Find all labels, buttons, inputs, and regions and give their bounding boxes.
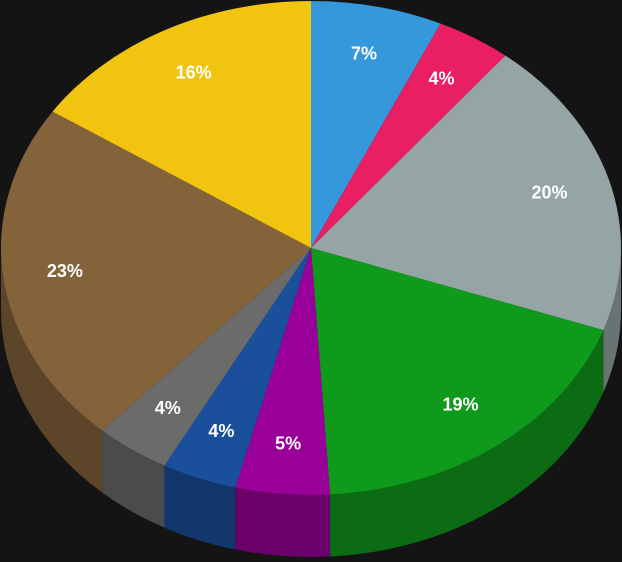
slice-side — [603, 248, 621, 393]
slice-label: 7% — [351, 44, 377, 64]
slice-side — [235, 487, 331, 557]
slice-label: 4% — [208, 421, 234, 441]
slice-label: 23% — [47, 261, 83, 281]
slice — [311, 55, 621, 331]
slice-side — [102, 430, 165, 528]
slice-label: 4% — [155, 398, 181, 418]
slice-side — [330, 330, 604, 557]
slice — [311, 1, 441, 248]
slice — [52, 1, 312, 248]
slice-label: 20% — [532, 183, 568, 203]
slice-side — [164, 465, 236, 550]
slice-label: 4% — [429, 69, 455, 89]
slice-side — [1, 248, 103, 493]
slice-label: 5% — [275, 434, 301, 454]
slice — [311, 23, 506, 249]
slice — [164, 248, 311, 488]
slice-label: 19% — [442, 394, 478, 414]
slice — [311, 248, 604, 495]
slice — [0, 111, 312, 431]
slice — [235, 248, 331, 495]
slice — [102, 248, 311, 466]
slice-label: 16% — [176, 63, 212, 83]
